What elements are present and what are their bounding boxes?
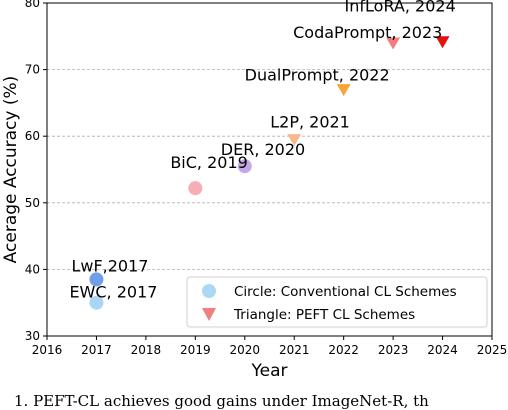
y-axis-label: Acerage Accuracy (%) <box>1 76 21 264</box>
point-label: L2P, 2021 <box>270 113 350 132</box>
x-tick-label: 2025 <box>477 343 508 357</box>
point-label: DualPrompt, 2022 <box>245 66 390 85</box>
legend-entry: Triangle: PEFT CL Schemes <box>233 307 415 323</box>
y-tick-label: 50 <box>25 196 40 210</box>
triangle-marker <box>386 37 401 50</box>
circle-marker <box>89 295 104 310</box>
x-tick-label: 2021 <box>279 343 310 357</box>
circle-marker <box>237 159 252 174</box>
x-tick-label: 2024 <box>427 343 458 357</box>
point-label: InfLoRA, 2024 <box>345 0 456 16</box>
circle-marker <box>89 272 104 287</box>
point-label: LwF,2017 <box>71 256 148 275</box>
scatter-chart: 30 40 50 60 70 80 2016 2017 2018 2019 2020 2021 2022… <box>1 0 508 381</box>
x-tick-label: 2019 <box>180 343 211 357</box>
legend-triangle-marker <box>202 308 216 321</box>
gridlines <box>47 69 492 270</box>
x-axis-label: Year <box>251 361 288 381</box>
x-tick-label: 2023 <box>378 343 409 357</box>
x-tick-label: 2018 <box>131 343 162 357</box>
point-label: BiC, 2019 <box>170 153 247 172</box>
y-tick-label: 80 <box>25 0 40 10</box>
point-label: CodaPrompt, 2023 <box>293 23 442 42</box>
plot-frame <box>46 2 493 337</box>
x-tick-label: 2022 <box>328 343 359 357</box>
triangle-marker <box>336 84 351 97</box>
point-label: DER, 2020 <box>221 140 305 159</box>
legend: Circle: Conventional CL Schemes Triangle:… <box>186 276 488 328</box>
x-tick-label: 2020 <box>230 343 261 357</box>
circle-marker <box>188 181 203 196</box>
y-tick-label: 70 <box>25 63 40 77</box>
figure-caption-fragment: 1. PEFT-CL achieves good gains under Ima… <box>14 392 429 410</box>
data-points <box>89 36 450 310</box>
y-tick-label: 60 <box>25 129 40 143</box>
legend-box <box>186 276 488 328</box>
tick-labels: 30 40 50 60 70 80 2016 2017 2018 2019 2020 2021 2022… <box>25 0 508 357</box>
x-tick-label: 2016 <box>32 343 63 357</box>
x-tick-label: 2017 <box>81 343 112 357</box>
y-tick-label: 30 <box>25 329 40 343</box>
legend-circle-marker <box>202 284 216 298</box>
legend-entry: Circle: Conventional CL Schemes <box>234 284 457 300</box>
triangle-marker <box>435 36 450 49</box>
point-label: EWC, 2017 <box>69 283 157 302</box>
triangle-marker <box>287 134 302 147</box>
y-tick-label: 40 <box>25 262 40 276</box>
axis-ticks <box>43 2 493 340</box>
